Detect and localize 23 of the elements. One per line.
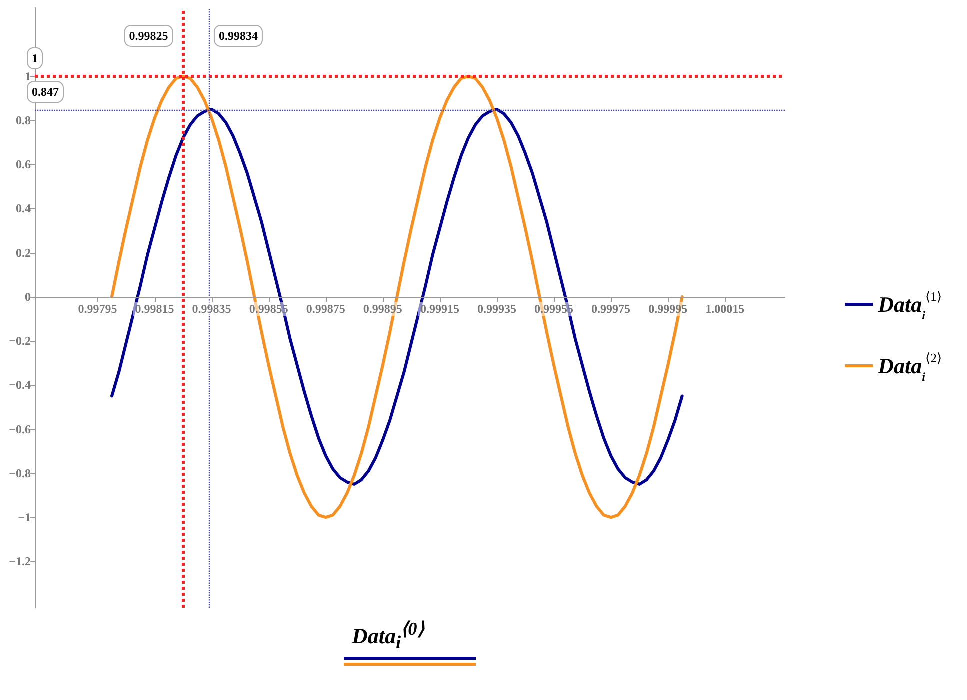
- y-tick-label: 0.6: [16, 158, 31, 172]
- y-tick-label: −1: [18, 510, 31, 525]
- y-tick-label: 0.2: [16, 246, 31, 260]
- x-tick-label: 0.99835: [192, 302, 232, 316]
- x-tick-label: 0.99915: [420, 302, 460, 316]
- y-tick-label: −0.8: [9, 466, 31, 480]
- y-tick-label: −0.4: [9, 378, 31, 392]
- x-tick-label: 0.99975: [592, 302, 631, 316]
- y-tick-label: −0.2: [9, 334, 31, 348]
- y-tick-label: 0.8: [16, 114, 31, 128]
- x-tick-label: 1.00015: [706, 302, 745, 316]
- y-tick-label: −1.2: [9, 554, 31, 569]
- ref-line-label: 0.99834: [218, 29, 258, 43]
- x-tick-label: 0.99815: [135, 302, 174, 316]
- ref-line-label: 0.847: [32, 85, 59, 100]
- x-tick-label: 0.99935: [477, 302, 516, 316]
- x-tick-label: 0.99875: [306, 302, 346, 316]
- x-tick-label: 0.99795: [78, 302, 118, 316]
- y-tick-label: −0.6: [9, 422, 31, 436]
- y-tick-label: 0.4: [16, 202, 31, 216]
- ref-line-label: 0.99825: [129, 29, 168, 43]
- y-tick-label: 0: [25, 290, 31, 304]
- y-tick-label: 1: [25, 69, 31, 84]
